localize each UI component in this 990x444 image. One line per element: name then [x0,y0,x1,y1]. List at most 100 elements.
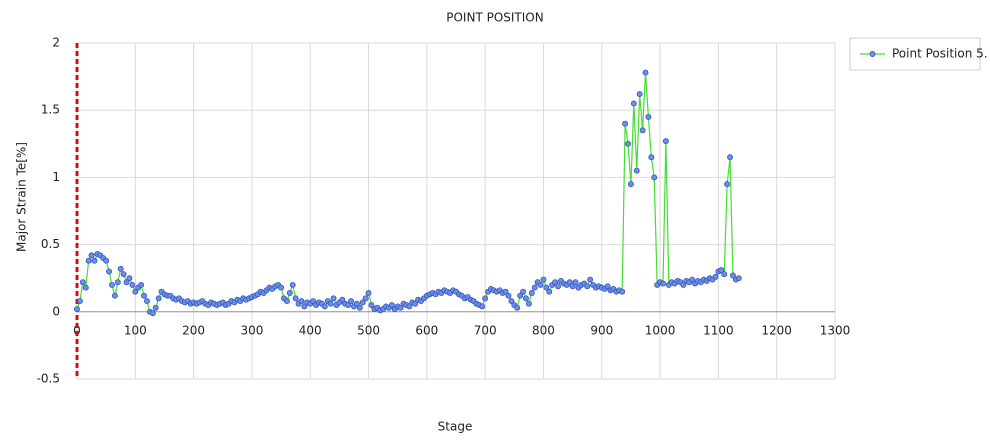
data-point [362,295,369,302]
data-point [412,300,419,307]
data-point [660,280,666,287]
data-point [642,69,649,76]
data-point [555,283,561,290]
data-point [114,279,121,286]
data-point [286,290,293,296]
data-point [505,292,512,299]
data-point [508,298,515,304]
data-point [517,292,524,299]
data-point [406,303,413,310]
data-point [648,154,655,161]
data-point [619,288,626,295]
data-point [724,181,731,188]
data-point [639,127,646,134]
x-tick-label: 900 [590,323,613,337]
data-point [106,268,113,275]
data-point [117,265,124,272]
data-point [566,279,573,286]
y-tick-label: 0.5 [41,237,60,251]
data-point [298,298,305,304]
data-point [141,292,148,299]
data-point [546,288,553,295]
data-point [292,295,299,302]
chart-title: POINT POSITION [446,11,543,25]
data-point [129,281,136,288]
data-point [645,113,652,120]
x-tick-label: 1000 [645,323,676,337]
data-point [301,303,308,310]
x-tick-label: 200 [182,323,205,337]
data-point [79,279,86,286]
data-point [636,91,643,98]
data-point [91,257,98,264]
data-point [149,310,156,317]
data-point [155,295,162,302]
legend-label: Point Position 5. [892,47,988,61]
x-axis-label: Stage [438,420,473,434]
data-point [330,295,337,302]
x-tick-label: 1100 [703,323,734,337]
data-point [502,288,509,295]
legend-marker [869,51,876,57]
data-point [479,303,486,310]
data-point [552,279,559,286]
data-point [721,271,728,278]
data-point [625,140,631,147]
data-point [278,284,285,291]
data-point [82,284,89,291]
data-point [103,257,110,264]
data-point [283,298,290,304]
x-tick-label: 500 [357,323,380,337]
data-point [633,167,640,174]
data-point [138,281,145,288]
x-tick-label: 800 [532,323,555,337]
x-tick-label: 1200 [761,323,792,337]
y-tick-label: 2 [52,36,60,50]
data-point [356,304,363,311]
x-tick-label: 300 [240,323,263,337]
data-point [520,288,527,295]
data-point [584,283,591,290]
data-point [569,283,576,290]
data-point [627,181,634,188]
data-point [718,267,725,274]
data-point [680,281,687,288]
data-point [651,174,658,181]
data-point [345,302,352,309]
y-axis-label: Major Strain Te[%] [15,142,29,252]
data-point [622,120,629,127]
data-point [572,279,579,286]
x-tick-label: 600 [415,323,438,337]
data-point [353,300,360,307]
data-point [339,296,346,303]
x-tick-label: 0 [73,323,81,337]
data-point [482,295,489,302]
data-point [540,276,547,283]
data-point [388,302,395,309]
data-point [310,298,317,304]
y-tick-label: 1.5 [41,103,60,117]
data-point [630,100,637,107]
data-point [712,273,719,280]
data-point [514,304,521,311]
data-point [348,298,354,304]
data-point [735,275,742,282]
data-point [730,272,736,279]
data-point [525,300,532,307]
data-point [76,298,83,304]
data-point [109,281,115,288]
x-tick-label: 700 [474,323,497,337]
data-point [152,304,159,311]
data-point [132,288,139,295]
data-point [528,290,535,296]
data-point [327,300,334,307]
series-line [76,72,740,314]
y-tick-label: -0.5 [37,372,60,386]
x-tick-label: 100 [124,323,147,337]
y-tick-label: 1 [52,170,60,184]
data-point [727,154,733,161]
data-point [365,290,372,296]
data-point [689,276,696,283]
data-point [523,295,529,302]
